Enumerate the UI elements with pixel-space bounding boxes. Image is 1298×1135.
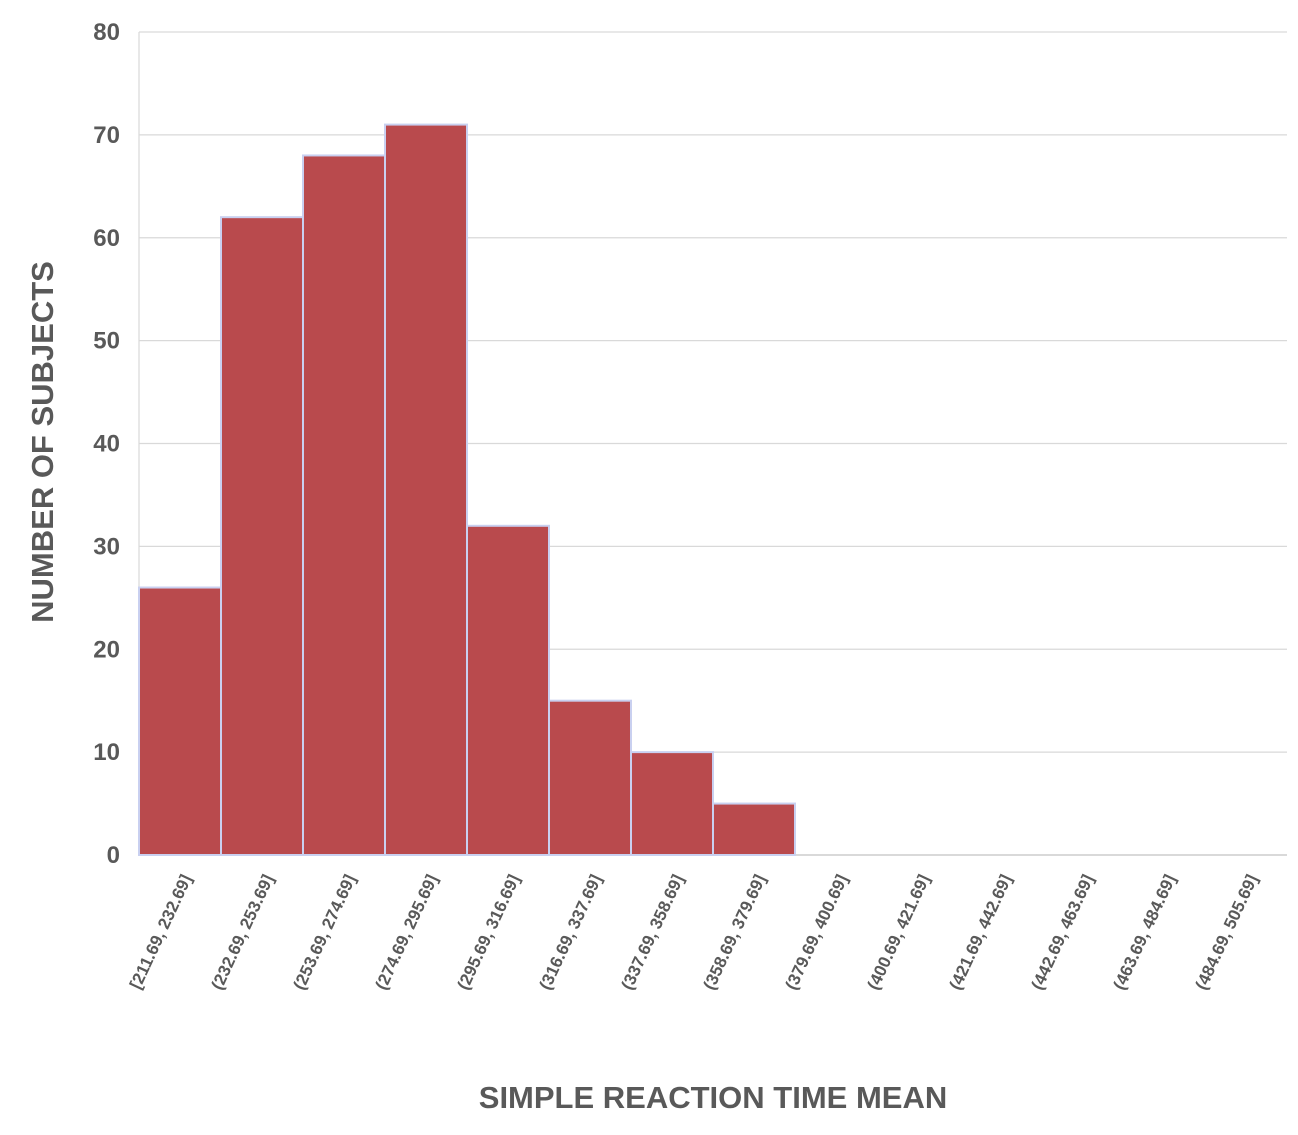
x-tick-label: (295.69, 316.69]	[454, 872, 524, 993]
x-tick-label: (274.69, 295.69]	[372, 872, 442, 993]
x-tick-label: (253.69, 274.69]	[290, 872, 360, 993]
x-tick-label: (400.69, 421.69]	[864, 872, 934, 993]
bars	[138, 123, 796, 857]
y-tick-label: 20	[93, 636, 120, 663]
histogram-bar	[384, 123, 468, 856]
x-tick-label: (316.69, 337.69]	[536, 872, 606, 993]
y-tick-label: 0	[107, 842, 120, 869]
y-tick-label: 80	[93, 19, 120, 46]
y-tick-label: 50	[93, 328, 120, 355]
x-axis-title: SIMPLE REACTION TIME MEAN	[479, 1080, 947, 1115]
y-tick-label: 40	[93, 431, 120, 458]
x-tick-label: (463.69, 484.69]	[1110, 872, 1180, 993]
x-axis-ticks: [211.69, 232.69] (232.69, 253.69] (253.69,…	[126, 872, 1262, 993]
histogram-bar	[466, 524, 550, 856]
x-tick-label: (421.69, 442.69]	[946, 872, 1016, 993]
x-tick-label: [211.69, 232.69]	[126, 872, 196, 992]
x-tick-label: (232.69, 253.69]	[208, 872, 278, 993]
y-axis-title: NUMBER OF SUBJECTS	[25, 261, 60, 623]
x-tick-label: (442.69, 463.69]	[1028, 872, 1098, 993]
x-tick-label: (337.69, 358.69]	[618, 872, 688, 993]
y-axis-ticks: 0 10 20 30 40 50 60 70 80	[93, 19, 120, 869]
histogram-bar	[220, 216, 304, 857]
y-tick-label: 10	[93, 739, 120, 766]
histogram-bar	[712, 802, 796, 856]
histogram-bar	[138, 586, 222, 857]
histogram-bar	[548, 699, 632, 856]
y-tick-label: 30	[93, 533, 120, 560]
histogram-bar	[630, 751, 714, 856]
histogram-bar	[302, 154, 386, 856]
x-tick-label: (358.69, 379.69]	[700, 872, 770, 993]
y-tick-label: 60	[93, 225, 120, 252]
x-tick-label: (379.69, 400.69]	[782, 872, 852, 993]
y-tick-label: 70	[93, 122, 120, 149]
x-tick-label: (484.69, 505.69]	[1192, 872, 1262, 993]
